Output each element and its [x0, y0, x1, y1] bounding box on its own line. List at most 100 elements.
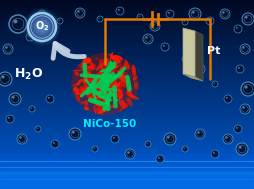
Ellipse shape	[113, 87, 115, 93]
Ellipse shape	[82, 71, 85, 76]
Circle shape	[36, 21, 48, 33]
Circle shape	[77, 11, 80, 13]
Circle shape	[46, 95, 54, 103]
Ellipse shape	[109, 79, 112, 83]
Ellipse shape	[101, 82, 108, 85]
Ellipse shape	[113, 55, 123, 61]
Circle shape	[168, 12, 170, 14]
Circle shape	[57, 18, 63, 24]
Bar	[0, 30, 254, 35]
Ellipse shape	[81, 68, 89, 73]
Ellipse shape	[125, 60, 130, 67]
Circle shape	[99, 18, 100, 19]
Ellipse shape	[97, 71, 102, 77]
Ellipse shape	[97, 109, 108, 114]
Circle shape	[48, 97, 50, 99]
Ellipse shape	[107, 82, 110, 85]
Ellipse shape	[103, 83, 114, 88]
Ellipse shape	[101, 81, 106, 87]
Bar	[0, 37, 254, 41]
Ellipse shape	[116, 81, 121, 86]
Ellipse shape	[102, 83, 109, 92]
Circle shape	[0, 72, 12, 86]
Ellipse shape	[106, 83, 114, 86]
Ellipse shape	[96, 80, 102, 84]
Ellipse shape	[73, 88, 84, 92]
Ellipse shape	[81, 86, 90, 90]
Ellipse shape	[97, 86, 108, 91]
Ellipse shape	[82, 59, 92, 65]
Ellipse shape	[107, 78, 112, 89]
Ellipse shape	[103, 81, 108, 84]
Bar	[0, 56, 254, 60]
Ellipse shape	[124, 102, 127, 108]
Circle shape	[6, 115, 14, 123]
Ellipse shape	[110, 52, 113, 61]
Circle shape	[245, 16, 248, 19]
Ellipse shape	[87, 90, 94, 94]
Ellipse shape	[84, 78, 86, 88]
Ellipse shape	[99, 62, 104, 72]
Ellipse shape	[106, 80, 111, 88]
Ellipse shape	[72, 70, 83, 71]
Ellipse shape	[96, 85, 107, 91]
Bar	[0, 100, 254, 104]
Ellipse shape	[107, 90, 111, 94]
Circle shape	[31, 17, 53, 37]
Ellipse shape	[132, 65, 136, 76]
Bar	[0, 15, 254, 19]
Ellipse shape	[74, 86, 80, 95]
Ellipse shape	[88, 64, 96, 72]
Ellipse shape	[96, 62, 104, 71]
Ellipse shape	[103, 67, 107, 72]
Ellipse shape	[98, 84, 103, 90]
Circle shape	[223, 12, 225, 14]
Ellipse shape	[109, 81, 117, 88]
Circle shape	[111, 135, 119, 143]
Circle shape	[25, 10, 59, 44]
Circle shape	[3, 44, 13, 54]
Circle shape	[220, 9, 230, 19]
Ellipse shape	[82, 80, 87, 85]
Circle shape	[241, 82, 254, 96]
Bar	[0, 21, 254, 25]
Bar	[0, 175, 254, 180]
Ellipse shape	[106, 76, 109, 82]
Ellipse shape	[98, 98, 101, 101]
Ellipse shape	[90, 63, 94, 67]
Circle shape	[28, 13, 56, 41]
Bar	[0, 103, 254, 107]
Ellipse shape	[107, 90, 111, 94]
Ellipse shape	[115, 68, 119, 78]
Ellipse shape	[96, 93, 101, 101]
Ellipse shape	[101, 97, 108, 106]
Ellipse shape	[120, 66, 122, 73]
Ellipse shape	[113, 64, 118, 68]
Ellipse shape	[96, 57, 98, 60]
Ellipse shape	[100, 83, 106, 85]
Ellipse shape	[106, 79, 110, 83]
Bar	[0, 154, 254, 189]
Ellipse shape	[101, 85, 110, 89]
Ellipse shape	[82, 80, 88, 84]
Circle shape	[183, 147, 185, 149]
Ellipse shape	[101, 80, 110, 87]
Ellipse shape	[117, 65, 125, 72]
Ellipse shape	[86, 58, 91, 63]
Bar	[0, 27, 254, 32]
Ellipse shape	[119, 83, 124, 88]
Circle shape	[242, 13, 254, 25]
Circle shape	[245, 85, 248, 89]
Ellipse shape	[114, 83, 121, 87]
Ellipse shape	[95, 91, 101, 100]
Ellipse shape	[113, 93, 117, 98]
Ellipse shape	[122, 100, 125, 104]
Ellipse shape	[102, 96, 107, 101]
Bar	[0, 59, 254, 63]
Ellipse shape	[101, 77, 105, 87]
Circle shape	[182, 146, 188, 152]
Bar	[0, 128, 254, 132]
Bar	[0, 68, 254, 72]
Bar	[0, 184, 254, 187]
Bar	[0, 168, 254, 171]
